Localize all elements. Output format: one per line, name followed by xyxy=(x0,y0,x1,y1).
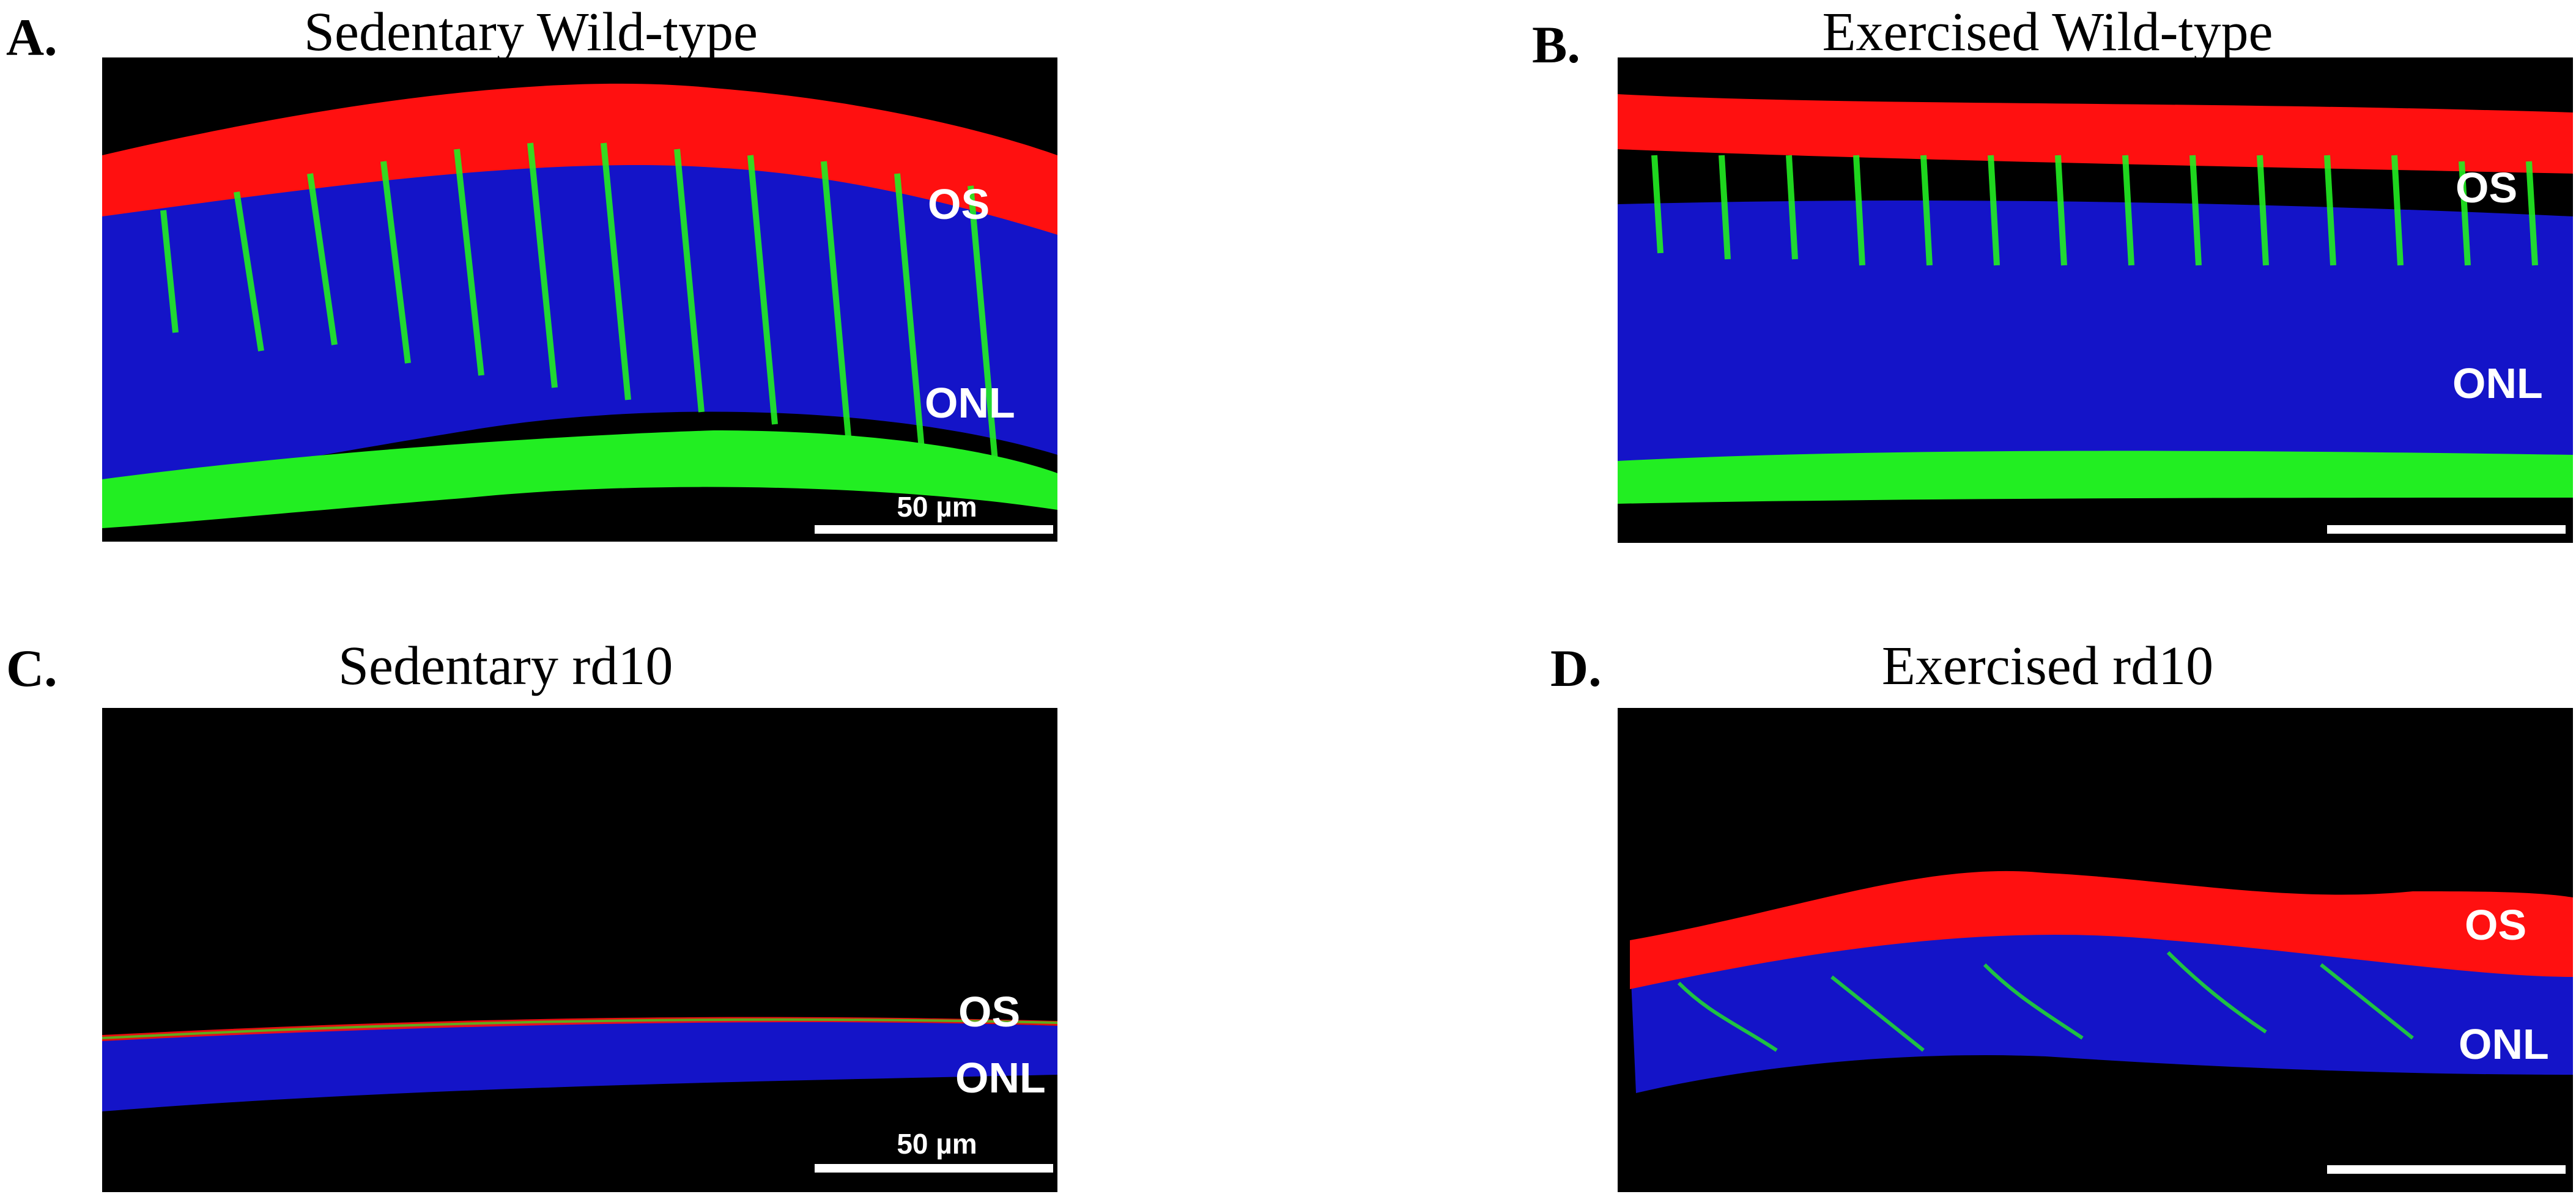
micrograph-d: OS ONL xyxy=(1618,708,2573,1192)
panel-title-c: Sedentary rd10 xyxy=(338,636,673,696)
layer-label-onl-b: ONL xyxy=(2452,359,2543,407)
retina-image-a xyxy=(102,83,1057,528)
retina-image-b xyxy=(1618,94,2573,504)
panel-letter-a: A. xyxy=(6,8,57,67)
scalebar-label-c: 50 µm xyxy=(897,1128,977,1160)
layer-label-os-c: OS xyxy=(958,988,1021,1036)
panel-letter-b: B. xyxy=(1532,15,1580,74)
scalebar-label-a: 50 µm xyxy=(897,491,977,523)
retina-image-d xyxy=(1630,871,2573,1093)
scalebar-d xyxy=(2327,1165,2566,1174)
panel-title-b: Exercised Wild-type xyxy=(1822,2,2273,62)
micrograph-a: OS ONL 50 µm xyxy=(102,57,1057,542)
layer-label-os-d: OS xyxy=(2465,901,2527,949)
scalebar-c xyxy=(815,1164,1053,1173)
scalebar-b xyxy=(2327,525,2566,534)
layer-label-onl-a: ONL xyxy=(925,379,1015,427)
layer-label-onl-d: ONL xyxy=(2459,1020,2549,1068)
micrograph-b: OS ONL xyxy=(1618,57,2573,543)
panel-letter-d: D. xyxy=(1550,639,1602,698)
panel-letter-c: C. xyxy=(6,639,57,698)
scalebar-a xyxy=(815,525,1053,534)
panel-title-d: Exercised rd10 xyxy=(1881,636,2214,696)
panel-title-a: Sedentary Wild-type xyxy=(303,2,758,62)
micrograph-c: OS ONL 50 µm xyxy=(102,708,1057,1192)
layer-label-os-a: OS xyxy=(928,180,990,228)
retina-image-c xyxy=(102,1017,1057,1111)
layer-label-os-b: OS xyxy=(2456,164,2518,212)
layer-label-onl-c: ONL xyxy=(955,1054,1046,1102)
